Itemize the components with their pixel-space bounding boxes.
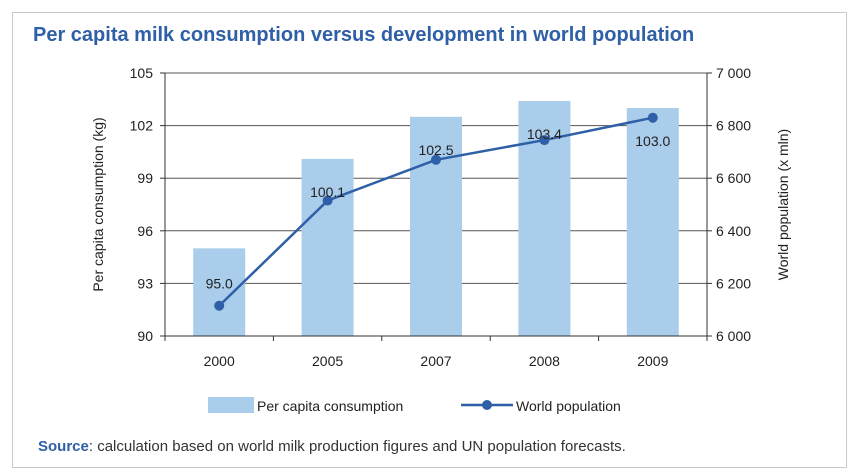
right-tick-label: 6 600 <box>716 170 751 186</box>
population-point-2008 <box>539 135 550 146</box>
legend-label-population: World population <box>516 398 621 414</box>
data-labels: 95.0 100.1 102.5 103.4 103.0 <box>206 126 671 291</box>
bar-2009 <box>626 108 679 336</box>
bar-2005 <box>301 158 354 336</box>
bar-data-label: 102.5 <box>418 142 453 158</box>
legend: Per capita consumption World population <box>208 397 621 414</box>
left-tick-label: 93 <box>137 275 153 291</box>
source-label: Source <box>38 438 89 455</box>
bar-data-label: 100.1 <box>310 184 345 200</box>
right-tick-label: 6 800 <box>716 118 751 134</box>
tick-labels: 90 93 96 99 102 105 6 000 6 200 6 400 6 600 6 800 7… <box>90 65 791 369</box>
line-series <box>214 112 658 311</box>
bar-data-label: 95.0 <box>206 275 233 291</box>
x-tick-label: 2007 <box>420 353 451 369</box>
x-tick-label: 2000 <box>204 353 235 369</box>
left-axis-title: Per capita consumption (kg) <box>90 117 106 291</box>
population-point-2009 <box>647 112 658 123</box>
chart-title: Per capita milk consumption versus devel… <box>33 24 695 46</box>
bar-2000 <box>193 248 246 336</box>
left-tick-label: 90 <box>137 328 153 344</box>
source-note: Source: calculation based on world milk … <box>38 438 626 455</box>
source-text: : calculation based on world milk produc… <box>88 438 626 455</box>
bar-2007 <box>410 116 462 336</box>
right-tick-label: 6 200 <box>716 275 751 291</box>
bar-series <box>193 101 679 336</box>
left-tick-label: 99 <box>137 170 153 186</box>
left-tick-label: 102 <box>130 118 154 134</box>
right-tick-label: 7 000 <box>716 65 751 81</box>
population-point-2005 <box>322 195 333 206</box>
right-tick-label: 6 400 <box>716 223 751 239</box>
bar-data-label: 103.0 <box>635 133 670 149</box>
x-tick-label: 2009 <box>637 353 668 369</box>
legend-swatch-bar <box>208 397 254 413</box>
right-axis-title: World population (x mln) <box>775 129 791 280</box>
x-tick-label: 2008 <box>529 353 560 369</box>
left-tick-label: 105 <box>130 65 154 81</box>
left-tick-label: 96 <box>137 223 153 239</box>
population-point-2000 <box>214 300 225 311</box>
legend-swatch-marker <box>482 400 492 410</box>
legend-label-per-capita: Per capita consumption <box>257 398 403 414</box>
right-tick-label: 6 000 <box>716 328 751 344</box>
population-point-2007 <box>431 154 441 165</box>
bar-data-label: 103.4 <box>527 126 562 142</box>
x-tick-label: 2005 <box>312 353 343 369</box>
axes <box>160 72 712 341</box>
